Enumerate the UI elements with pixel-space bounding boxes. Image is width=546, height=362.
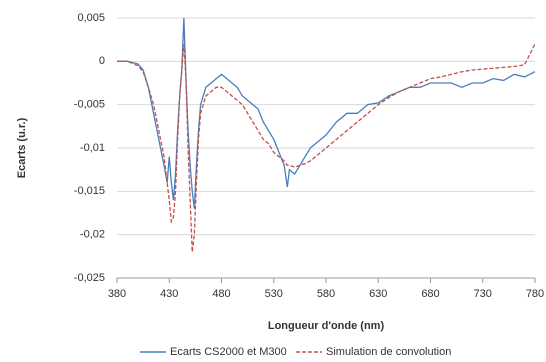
y-tick-label: -0,015	[74, 185, 105, 197]
x-tick-label: 730	[474, 288, 492, 300]
x-tick-label: 630	[369, 288, 387, 300]
series-line	[117, 43, 536, 253]
legend-label: Ecarts CS2000 et M300	[170, 346, 287, 358]
x-tick-label: 530	[265, 288, 283, 300]
y-tick-label: -0,02	[80, 229, 105, 241]
legend-label: Simulation de convolution	[326, 346, 451, 358]
y-tick-label: -0,025	[74, 272, 105, 284]
x-tick-label: 780	[526, 288, 544, 300]
series-line	[117, 17, 536, 209]
x-tick-label: 580	[317, 288, 335, 300]
y-tick-label: 0,005	[77, 12, 105, 24]
y-tick-label: 0	[99, 55, 105, 67]
x-tick-label: 430	[160, 288, 178, 300]
y-tick-label: -0,005	[74, 99, 105, 111]
x-tick-label: 680	[421, 288, 439, 300]
x-tick-label: 380	[108, 288, 126, 300]
x-tick-label: 480	[212, 288, 230, 300]
y-tick-label: -0,01	[80, 142, 105, 154]
y-axis-label: Ecarts (u.r.)	[16, 117, 28, 178]
x-axis-label: Longueur d'onde (nm)	[268, 320, 385, 332]
